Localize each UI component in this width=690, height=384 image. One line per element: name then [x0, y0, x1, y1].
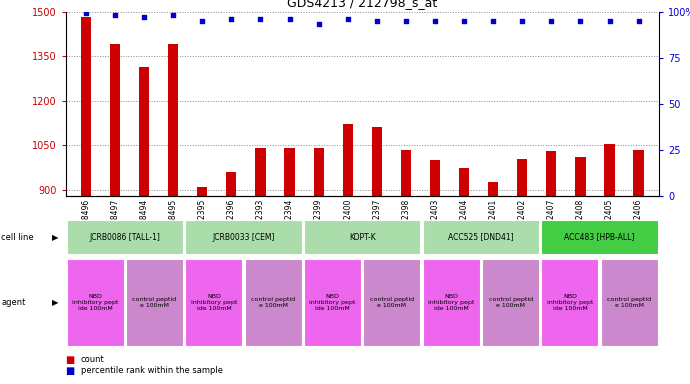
Text: NBD
inhibitory pept
ide 100mM: NBD inhibitory pept ide 100mM [428, 294, 475, 311]
Text: control peptid
e 100mM: control peptid e 100mM [489, 297, 533, 308]
Point [371, 18, 382, 24]
Text: JCRB0086 [TALL-1]: JCRB0086 [TALL-1] [90, 233, 160, 242]
Point [429, 18, 440, 24]
Text: count: count [81, 355, 104, 364]
Text: ACC483 [HPB-ALL]: ACC483 [HPB-ALL] [564, 233, 635, 242]
Bar [423, 220, 539, 254]
Text: NBD
inhibitory pept
ide 100mM: NBD inhibitory pept ide 100mM [190, 294, 237, 311]
Text: percentile rank within the sample: percentile rank within the sample [81, 366, 223, 375]
Bar [313, 148, 324, 196]
Point [342, 16, 353, 22]
Point [575, 18, 586, 24]
Text: ▶: ▶ [52, 233, 59, 242]
Text: KOPT-K: KOPT-K [349, 233, 375, 242]
Bar [633, 150, 644, 196]
Bar [372, 127, 382, 196]
Bar [401, 150, 411, 196]
Bar [304, 259, 361, 346]
Bar [604, 144, 615, 196]
Bar [542, 259, 598, 346]
Bar [517, 159, 527, 196]
Point [633, 18, 644, 24]
Point [226, 16, 237, 22]
Point [168, 12, 179, 18]
Point [459, 18, 470, 24]
Point [400, 18, 411, 24]
Text: NBD
inhibitory pept
ide 100mM: NBD inhibitory pept ide 100mM [72, 294, 119, 311]
Bar [546, 151, 556, 196]
Text: control peptid
e 100mM: control peptid e 100mM [607, 297, 651, 308]
Bar [601, 259, 658, 346]
Bar [364, 259, 420, 346]
Bar [186, 259, 242, 346]
Bar [226, 172, 237, 196]
Point [313, 22, 324, 28]
Bar [488, 182, 498, 196]
Point [81, 10, 92, 17]
Bar [110, 44, 120, 196]
Bar [67, 220, 183, 254]
Bar [186, 220, 302, 254]
Text: control peptid
e 100mM: control peptid e 100mM [132, 297, 177, 308]
Text: JCRB0033 [CEM]: JCRB0033 [CEM] [213, 233, 275, 242]
Text: NBD
inhibitory pept
ide 100mM: NBD inhibitory pept ide 100mM [309, 294, 356, 311]
Point [604, 18, 615, 24]
Bar [67, 259, 124, 346]
Point [110, 12, 121, 18]
Point [546, 18, 557, 24]
Text: agent: agent [1, 298, 26, 307]
Bar [197, 187, 208, 196]
Point [284, 16, 295, 22]
Bar [430, 160, 440, 196]
Bar [575, 157, 586, 196]
Bar [81, 17, 91, 196]
Text: control peptid
e 100mM: control peptid e 100mM [370, 297, 414, 308]
Bar [542, 220, 658, 254]
Point [197, 18, 208, 24]
Bar [459, 167, 469, 196]
Text: NBD
inhibitory pept
ide 100mM: NBD inhibitory pept ide 100mM [546, 294, 593, 311]
Bar [304, 220, 420, 254]
Bar [245, 259, 302, 346]
Bar [482, 259, 539, 346]
Bar [284, 148, 295, 196]
Title: GDS4213 / 212798_s_at: GDS4213 / 212798_s_at [287, 0, 437, 9]
Bar [139, 66, 149, 196]
Text: ACC525 [DND41]: ACC525 [DND41] [448, 233, 514, 242]
Text: ▶: ▶ [52, 298, 59, 307]
Point [255, 16, 266, 22]
Text: ■: ■ [66, 366, 75, 376]
Point [488, 18, 499, 24]
Point [139, 14, 150, 20]
Text: control peptid
e 100mM: control peptid e 100mM [251, 297, 295, 308]
Point [517, 18, 528, 24]
Bar [423, 259, 480, 346]
Bar [255, 148, 266, 196]
Bar [343, 124, 353, 196]
Bar [126, 259, 183, 346]
Text: cell line: cell line [1, 233, 34, 242]
Bar [168, 44, 178, 196]
Text: ■: ■ [66, 355, 75, 365]
